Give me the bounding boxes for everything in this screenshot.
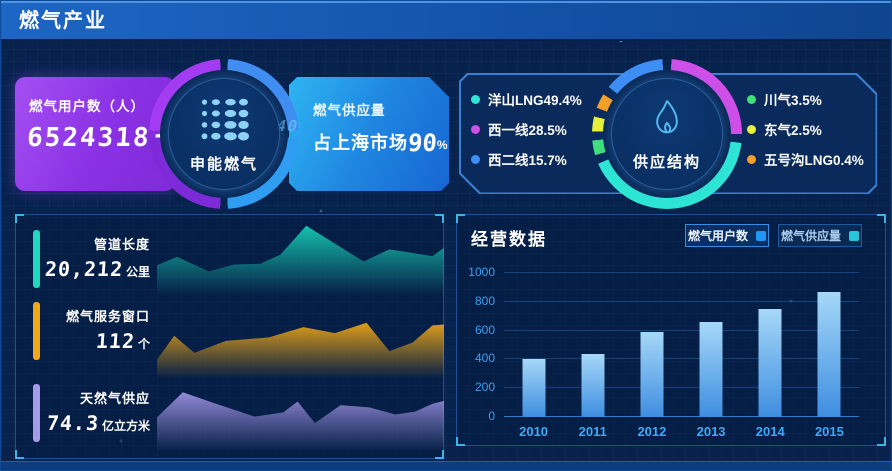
bar-2014[interactable] bbox=[758, 309, 782, 417]
corner-bracket bbox=[435, 214, 444, 223]
gridline: 400 bbox=[475, 351, 859, 365]
x-axis-label: 2013 bbox=[696, 424, 726, 439]
legend-dot bbox=[747, 154, 756, 164]
gridline: 1000 bbox=[468, 265, 859, 279]
gridline: 200 bbox=[475, 380, 859, 394]
y-axis-tick: 400 bbox=[474, 351, 495, 366]
legend-item[interactable]: 西一线28.5% bbox=[471, 119, 582, 139]
y-axis-tick: 800 bbox=[474, 293, 495, 308]
stat-service-windows: 燃气服务窗口 112 个 bbox=[34, 306, 150, 354]
corner-bracket bbox=[877, 214, 886, 223]
stat-accent-bar bbox=[33, 302, 40, 360]
stat-value: 112 bbox=[95, 329, 136, 353]
gridline: 600 bbox=[475, 323, 859, 337]
business-data-panel: 经营数据 燃气用户数 燃气供应量 0 200 400 600 800 1000 2010 20… bbox=[456, 214, 886, 446]
stat-value: 20,212 bbox=[43, 257, 124, 281]
corner-bracket bbox=[456, 437, 465, 446]
toggle-gas-supply-button[interactable]: 燃气供应量 bbox=[778, 224, 862, 247]
gas-supply-area-chart bbox=[157, 385, 444, 457]
bar-2012[interactable] bbox=[640, 332, 664, 417]
gas-users-value: 65243183 bbox=[25, 123, 170, 153]
legend-label: 西一线28.5% bbox=[488, 123, 567, 138]
x-axis-label: 2012 bbox=[637, 424, 667, 439]
dots-grid-icon bbox=[201, 98, 250, 140]
bar-2015[interactable] bbox=[817, 291, 841, 417]
footer-strip bbox=[1, 461, 891, 470]
gas-supply-market: 占上海市场90% bbox=[313, 129, 449, 157]
button-label: 燃气供应量 bbox=[780, 229, 841, 243]
legend-item[interactable]: 五号沟LNG0.4% bbox=[747, 149, 864, 169]
company-circle: 申能燃气 bbox=[168, 78, 280, 190]
x-axis-label: 2011 bbox=[578, 424, 607, 439]
service-windows-area-chart bbox=[157, 297, 444, 383]
supply-legend-left: 洋山LNG49.4% 西一线28.5% 西二线15.7% bbox=[471, 89, 582, 169]
x-axis-label: 2010 bbox=[519, 424, 549, 439]
corner-bracket bbox=[15, 214, 24, 223]
legend-square bbox=[756, 230, 766, 241]
legend-label: 东气2.5% bbox=[764, 123, 822, 138]
legend-item[interactable]: 东气2.5% bbox=[747, 119, 864, 139]
y-axis-tick: 200 bbox=[474, 380, 495, 395]
bar-2011[interactable] bbox=[581, 354, 605, 417]
legend-square bbox=[849, 230, 859, 241]
bar-2013[interactable] bbox=[699, 321, 723, 417]
y-axis-tick: 600 bbox=[474, 322, 495, 337]
stats-panel: 管道长度 20,212 公里 燃气服务窗口 112 个 天然气供应 74.3 亿立方米 bbox=[15, 214, 444, 459]
gridline: 800 bbox=[475, 294, 859, 308]
market-percent-sign: % bbox=[436, 138, 449, 152]
legend-label: 五号沟LNG0.4% bbox=[764, 153, 864, 168]
toggle-gas-users-button[interactable]: 燃气用户数 bbox=[685, 224, 769, 247]
supply-structure-circle: 供应结构 bbox=[611, 78, 723, 190]
x-axis-label: 2014 bbox=[755, 424, 785, 439]
legend-dot bbox=[471, 124, 480, 134]
stat-accent-bar bbox=[33, 230, 40, 288]
bar-chart-plot: 0 200 400 600 800 1000 2010 2011 2012 2013 2014 201… bbox=[468, 265, 859, 439]
bar-2010[interactable] bbox=[522, 359, 546, 417]
stat-unit: 个 bbox=[137, 337, 150, 351]
legend-dot bbox=[471, 154, 480, 164]
gas-users-card: 燃气用户数（人） 65243183 bbox=[15, 77, 175, 191]
page-title: 燃气产业 bbox=[19, 10, 107, 32]
legend-item[interactable]: 西二线15.7% bbox=[471, 149, 582, 169]
legend-dot bbox=[747, 94, 756, 104]
stat-pipeline: 管道长度 20,212 公里 bbox=[34, 234, 150, 282]
stat-accent-bar bbox=[33, 384, 40, 442]
y-axis-tick: 1000 bbox=[468, 265, 495, 279]
supply-structure-title: 供应结构 bbox=[632, 153, 701, 171]
market-percent: 90 bbox=[407, 129, 438, 157]
gas-supply-card: 燃气供应量 占上海市场90% bbox=[289, 77, 449, 191]
button-label: 燃气用户数 bbox=[687, 229, 748, 243]
legend-dot bbox=[747, 124, 756, 134]
y-axis-tick: 0 bbox=[488, 409, 495, 423]
pipeline-area-chart bbox=[157, 225, 444, 301]
stat-unit: 公里 bbox=[125, 265, 150, 279]
company-name: 申能燃气 bbox=[189, 155, 258, 173]
stat-value: 74.3 bbox=[45, 411, 100, 435]
stat-gas-supply: 天然气供应 74.3 亿立方米 bbox=[34, 388, 150, 436]
legend-label: 川气3.5% bbox=[764, 93, 822, 108]
x-axis-label: 2015 bbox=[814, 424, 844, 439]
gridline: 0 bbox=[488, 409, 859, 423]
market-prefix: 占上海市场 bbox=[313, 133, 408, 153]
legend-item[interactable]: 洋山LNG49.4% bbox=[471, 89, 582, 109]
business-panel-title: 经营数据 bbox=[471, 230, 547, 249]
stat-label: 燃气服务窗口 bbox=[65, 309, 150, 324]
corner-bracket bbox=[15, 450, 24, 459]
stat-label: 管道长度 bbox=[93, 237, 150, 252]
supply-legend-right: 川气3.5% 东气2.5% 五号沟LNG0.4% bbox=[747, 89, 864, 169]
header-bar: 燃气产业 bbox=[1, 1, 891, 41]
corner-bracket bbox=[877, 437, 886, 446]
stat-label: 天然气供应 bbox=[79, 391, 150, 406]
legend-label: 洋山LNG49.4% bbox=[488, 93, 582, 108]
flame-icon bbox=[656, 99, 678, 133]
corner-bracket bbox=[456, 214, 465, 223]
legend-dot bbox=[471, 94, 480, 104]
legend-label: 西二线15.7% bbox=[488, 153, 567, 168]
legend-item[interactable]: 川气3.5% bbox=[747, 89, 864, 109]
gas-supply-label: 燃气供应量 bbox=[313, 103, 386, 118]
stat-unit: 亿立方米 bbox=[101, 419, 150, 433]
gas-users-label: 燃气用户数（人） bbox=[29, 99, 145, 114]
